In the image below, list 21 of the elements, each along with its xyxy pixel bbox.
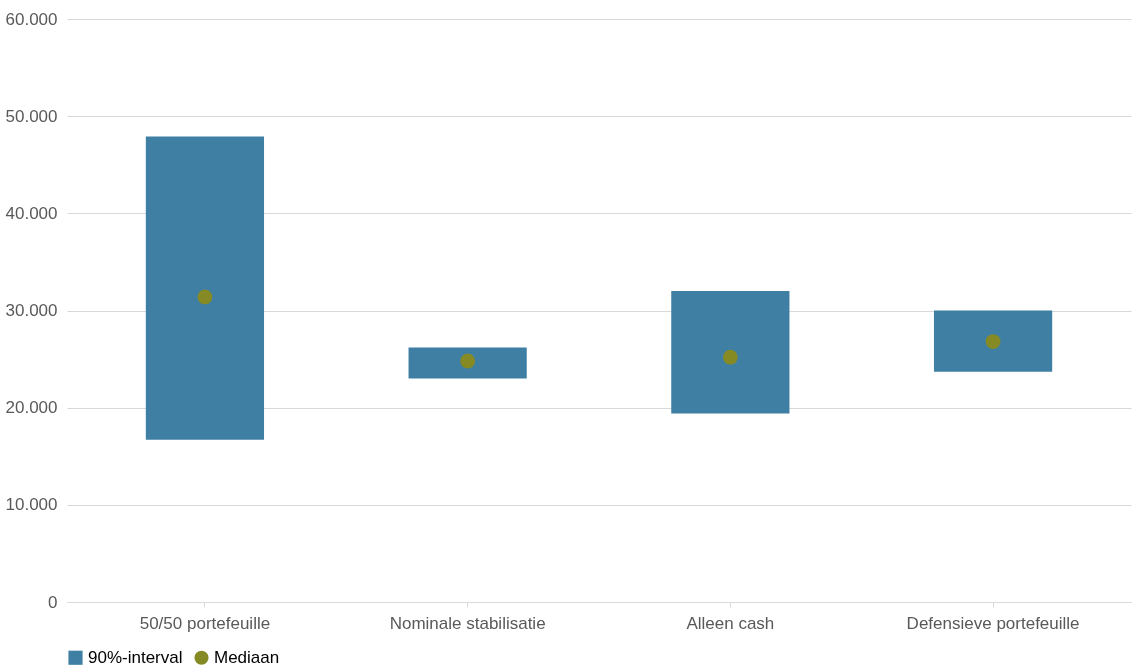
y-tick-label: 20.000 — [5, 398, 58, 418]
y-tick-label: 0 — [48, 592, 58, 612]
bar — [933, 310, 1053, 372]
x-tick-label: Alleen cash — [686, 613, 775, 633]
bar — [408, 347, 527, 379]
x-tick-label: Defensieve portefeuille — [906, 613, 1080, 633]
y-tick-label: 60.000 — [5, 9, 58, 29]
bar — [145, 136, 265, 440]
x-tick-label: Nominale stabilisatie — [389, 613, 546, 633]
point — [460, 353, 476, 369]
point — [985, 334, 1001, 349]
y-tick-label: 50.000 — [5, 106, 58, 126]
legend-label: Mediaan — [214, 647, 280, 667]
y-tick-label: 10.000 — [5, 495, 58, 515]
y-tick-label: 30.000 — [5, 301, 58, 320]
point — [197, 289, 213, 305]
x-tick-label: 50/50 portefeuille — [139, 613, 271, 633]
legend-label: 90%-interval — [88, 647, 183, 667]
bar — [671, 291, 790, 414]
y-tick-label: 40.000 — [5, 203, 58, 223]
point — [722, 349, 738, 365]
